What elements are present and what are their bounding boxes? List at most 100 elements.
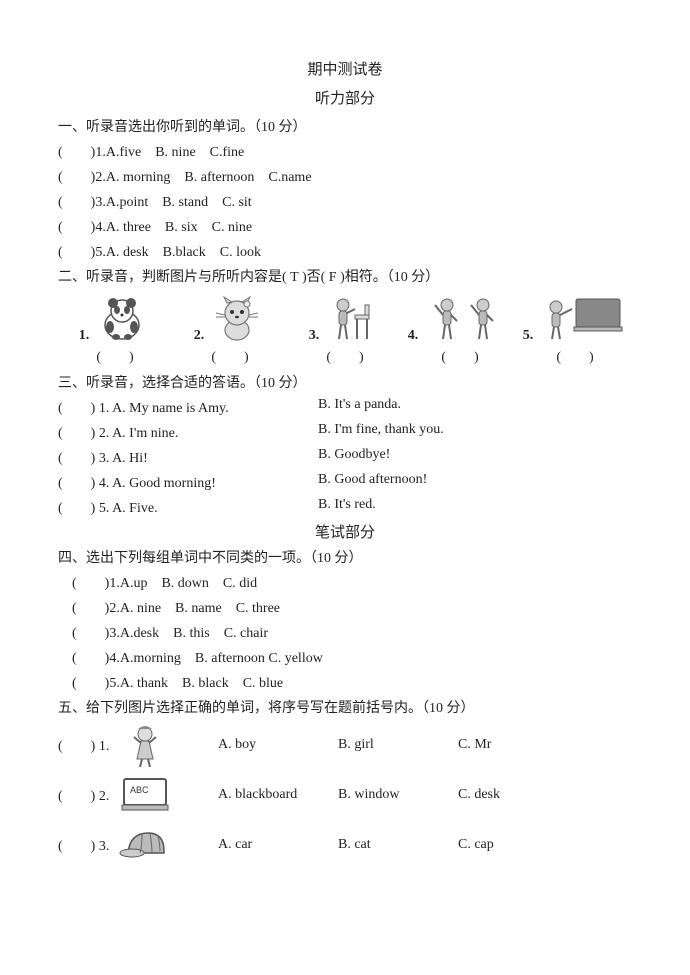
section4-item-4: ( )4.A.morningB. afternoon C. yellow	[72, 647, 632, 667]
q-lead: ( )1.	[72, 576, 120, 591]
opt-c: C. blue	[243, 676, 283, 691]
opt-a: A.point	[106, 195, 148, 210]
pic-num: 5.	[523, 328, 534, 344]
section5-item-3: ( ) 3. A. car B. cat C. cap	[58, 823, 632, 867]
pic-num: 3.	[309, 328, 320, 344]
opt-a: A. Good morning!	[112, 476, 216, 491]
section2-pictures: 1. 2. 3. 4.	[58, 294, 632, 344]
opt-a: A. desk	[106, 245, 149, 260]
q-lead: ( ) 1.	[58, 735, 118, 755]
opt-a: A. boy	[218, 737, 338, 753]
opt-a: A. My name is Amy.	[112, 401, 229, 416]
section1-item-3: ( )3.A.point B. stand C. sit	[58, 191, 632, 211]
opt-b: B. six	[165, 220, 198, 235]
opt-a: A. Five.	[112, 501, 158, 516]
opt-c: C.name	[268, 170, 311, 185]
q-lead: ( ) 3.	[58, 835, 118, 855]
section5-item-1: ( ) 1. A. boy B. girl C. Mr	[58, 723, 632, 767]
opt-c: C. nine	[212, 220, 252, 235]
section4-item-5: ( )5.A. thankB. blackC. blue	[72, 672, 632, 692]
section1-item-4: ( )4.A. three B. six C. nine	[58, 216, 632, 236]
section3-heading: 三、听录音，选择合适的答语。（10 分）	[58, 372, 632, 392]
opt-b: B. Goodbye!	[318, 447, 390, 467]
section1-heading: 一、听录音选出你听到的单词。（10 分）	[58, 116, 632, 136]
opt-c: C. desk	[458, 787, 578, 803]
boy-chair-icon	[323, 294, 381, 344]
section4-heading: 四、选出下列每组单词中不同类的一项。（10 分）	[58, 547, 632, 567]
panda-icon	[93, 294, 151, 344]
opt-a: A. morning	[106, 170, 171, 185]
opt-a: A. I'm nine.	[112, 426, 178, 441]
q-lead: ( )4.	[72, 651, 120, 666]
opt-b: B. this	[173, 626, 210, 641]
q-lead: ( )2.	[58, 170, 106, 185]
opt-a: A. blackboard	[218, 787, 338, 803]
opt-b: B. It's a panda.	[318, 397, 401, 417]
section5-heading: 五、给下列图片选择正确的单词，将序号写在题前括号内。（10 分）	[58, 697, 632, 717]
opt-b: B. girl	[338, 737, 458, 753]
opt-b: B. It's red.	[318, 497, 376, 517]
pic-5: 5.	[524, 294, 626, 344]
pic-4: 4.	[409, 294, 511, 344]
q-lead: ( ) 2.	[58, 785, 118, 805]
opt-b: B.black	[163, 245, 206, 260]
q-lead: ( ) 1.	[58, 401, 109, 416]
opt-c: C. look	[220, 245, 261, 260]
section1-item-1: ( )1.A.fiveB. nineC.fine	[58, 141, 632, 161]
opt-b: B. I'm fine, thank you.	[318, 422, 444, 442]
opt-a: A. three	[106, 220, 151, 235]
section3-item-2: ( ) 2. A. I'm nine. B. I'm fine, thank y…	[58, 422, 632, 442]
opt-a: A.up	[120, 576, 148, 591]
opt-c: C. did	[223, 576, 257, 591]
page-title: 期中测试卷	[58, 58, 632, 79]
girl-icon	[118, 723, 218, 767]
opt-a: A.desk	[120, 626, 159, 641]
opt-c: C. chair	[224, 626, 268, 641]
boy-blackboard-icon	[537, 294, 627, 344]
opt-a: A.five	[106, 145, 141, 160]
blackboard-icon: ABC	[118, 773, 218, 817]
opt-c: C. sit	[222, 195, 252, 210]
q-lead: ( ) 2.	[58, 426, 109, 441]
blank-1: ( )	[64, 346, 166, 366]
blank-3: ( )	[294, 346, 396, 366]
pic-num: 1.	[79, 328, 90, 344]
opt-b: B. name	[175, 601, 222, 616]
opt-b: B. black	[182, 676, 229, 691]
section1-item-5: ( )5.A. desk B.black C. look	[58, 241, 632, 261]
blank-4: ( )	[409, 346, 511, 366]
q-lead: ( ) 4.	[58, 476, 109, 491]
section3-item-4: ( ) 4. A. Good morning! B. Good afternoo…	[58, 472, 632, 492]
opt-b: B. afternoon	[195, 651, 265, 666]
cap-icon	[118, 823, 218, 867]
q-lead: ( )3.	[58, 195, 106, 210]
svg-text:ABC: ABC	[130, 785, 149, 795]
opt-a: A. nine	[120, 601, 161, 616]
section2-heading: 二、听录音，判断图片与所听内容是( T )否( F )相符。（10 分）	[58, 266, 632, 286]
subtitle-written: 笔试部分	[58, 521, 632, 542]
pic-2: 2.	[179, 294, 281, 344]
blank-5: ( )	[524, 346, 626, 366]
section2-blanks: ( ) ( ) ( ) ( ) ( )	[58, 346, 632, 366]
q-lead: ( )4.	[58, 220, 106, 235]
opt-b: B. stand	[162, 195, 208, 210]
pic-num: 4.	[408, 328, 419, 344]
q-lead: ( ) 3.	[58, 451, 109, 466]
section4-item-2: ( )2.A. nineB. nameC. three	[72, 597, 632, 617]
q-lead: ( )3.	[72, 626, 120, 641]
section4-item-3: ( )3.A.desk B. this C. chair	[72, 622, 632, 642]
q-lead: ( )1.	[58, 145, 106, 160]
q-lead: ( ) 5.	[58, 501, 109, 516]
pic-num: 2.	[194, 328, 205, 344]
blank-2: ( )	[179, 346, 281, 366]
opt-a: A.morning	[120, 651, 181, 666]
q-lead: ( )5.	[58, 245, 106, 260]
cat-icon	[208, 294, 266, 344]
opt-b: B. down	[161, 576, 208, 591]
q-lead: ( )2.	[72, 601, 120, 616]
opt-b: B. window	[338, 787, 458, 803]
opt-b: B. nine	[155, 145, 195, 160]
section3-item-3: ( ) 3. A. Hi! B. Goodbye!	[58, 447, 632, 467]
opt-a: A. car	[218, 837, 338, 853]
opt-c: C. Mr	[458, 737, 578, 753]
